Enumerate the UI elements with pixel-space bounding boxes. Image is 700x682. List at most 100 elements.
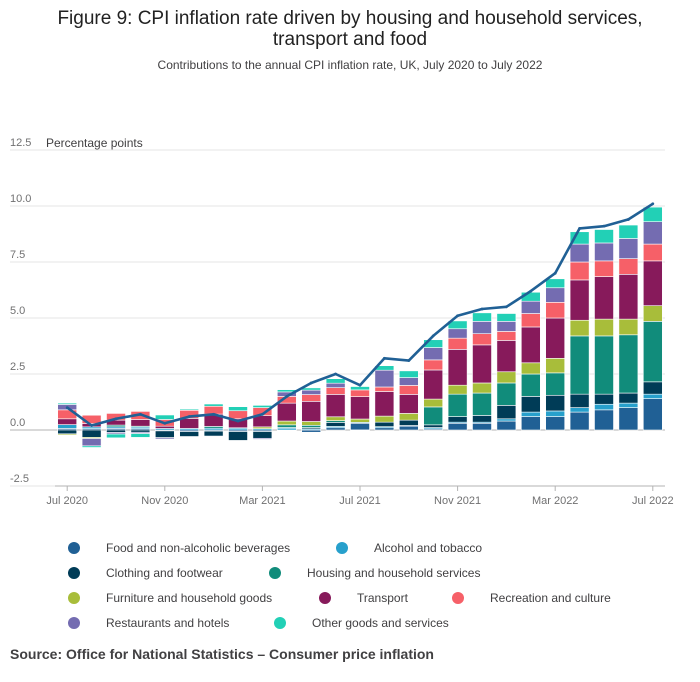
- bar-segment-transport: [472, 344, 492, 384]
- bar-segment-clothing: [252, 431, 273, 439]
- bar-segment-recreation: [228, 410, 248, 420]
- bar-segment-recreation: [642, 243, 663, 262]
- bar-segment-food: [301, 429, 322, 433]
- bar-segment-recreation: [520, 313, 541, 328]
- bar-segment-restaurants: [325, 382, 346, 388]
- cpi-point: [114, 417, 118, 421]
- bar-segment-transport: [398, 394, 419, 414]
- bar-segment-transport: [130, 419, 151, 427]
- bar-segment-furniture: [642, 305, 663, 322]
- y-tick-label: 7.5: [10, 249, 25, 261]
- bar-segment-recreation: [545, 302, 566, 319]
- bar-segment-housing: [423, 406, 444, 426]
- chart-subtitle: Contributions to the annual CPI inflatio…: [157, 58, 543, 72]
- bar-segment-restaurants: [374, 369, 395, 388]
- bar-segment-other: [472, 312, 492, 322]
- bar-segment-transport: [642, 260, 663, 306]
- bar-segment-alcohol: [57, 424, 78, 429]
- bar-segment-restaurants: [496, 321, 517, 332]
- bar-segment-transport: [301, 401, 322, 422]
- bar-segment-transport: [569, 279, 590, 321]
- bar-segment-other: [398, 370, 419, 378]
- bar-segment-food: [447, 422, 468, 431]
- bar-segment-alcohol: [618, 402, 639, 408]
- bar-segment-restaurants: [594, 242, 614, 262]
- bar-segment-housing: [447, 393, 468, 417]
- bar-segment-recreation: [472, 333, 492, 346]
- bar-segment-restaurants: [472, 321, 492, 334]
- bar-segment-clothing: [203, 430, 224, 437]
- bar-segment-furniture: [520, 362, 541, 375]
- bar-segment-recreation: [374, 386, 395, 392]
- bar-segment-housing: [594, 335, 614, 395]
- bar-segment-restaurants: [569, 243, 590, 263]
- cpi-point: [309, 381, 313, 385]
- cpi-point: [334, 372, 337, 376]
- bar-segment-food: [374, 427, 395, 431]
- bar-segment-clothing: [520, 396, 541, 413]
- bar-segment-furniture: [594, 318, 614, 337]
- bar-segment-other: [81, 445, 102, 448]
- bar-segment-alcohol: [642, 393, 663, 399]
- bar-segment-other: [350, 386, 370, 391]
- x-tick-label: Nov 2021: [434, 495, 481, 507]
- bar-segment-housing: [569, 335, 590, 395]
- bar-segment-transport: [618, 274, 639, 320]
- cpi-point: [358, 383, 362, 387]
- bar-segment-restaurants: [447, 328, 468, 339]
- bar-segment-recreation: [398, 385, 419, 395]
- x-tick-label: Nov 2020: [141, 495, 188, 507]
- bar-segment-restaurants: [154, 437, 175, 440]
- x-tick-label: Mar 2022: [532, 495, 578, 507]
- cpi-point: [212, 412, 216, 416]
- bar-segment-transport: [496, 340, 517, 373]
- bar-segment-food: [398, 425, 419, 431]
- bar-segment-clothing: [228, 431, 248, 441]
- legend-swatch-icon: [68, 617, 80, 629]
- cpi-point: [163, 421, 167, 425]
- legend-label: Alcohol and tobacco: [374, 541, 483, 555]
- bar-segment-clothing: [130, 429, 151, 433]
- cpi-point: [65, 406, 69, 409]
- bar-segment-housing: [618, 334, 639, 394]
- bar-segment-housing: [472, 392, 492, 416]
- bar-segment-recreation: [447, 337, 468, 350]
- bar-segment-furniture: [398, 413, 419, 421]
- bar-segment-clothing: [179, 431, 200, 437]
- bar-segment-furniture: [374, 415, 395, 423]
- bar-segment-furniture: [545, 358, 566, 374]
- bar-segment-restaurants: [520, 300, 541, 314]
- cpi-point: [139, 412, 142, 416]
- bar-segment-transport: [520, 326, 541, 364]
- cpi-point: [529, 289, 533, 293]
- y-tick-label: -2.5: [10, 473, 29, 485]
- bar-segment-food: [642, 398, 663, 431]
- bar-segment-transport: [594, 276, 614, 320]
- bar-segment-clothing: [154, 430, 175, 438]
- bar-segment-food: [496, 420, 517, 431]
- bar-segment-other: [130, 433, 151, 438]
- bar-segment-furniture: [472, 382, 492, 394]
- bar-segment-transport: [325, 394, 346, 418]
- x-tick-label: Jul 2020: [46, 495, 88, 507]
- bar-segment-clothing: [325, 422, 346, 427]
- cpi-point: [407, 359, 411, 362]
- bar-segment-restaurants: [545, 287, 566, 303]
- bar-segment-restaurants: [618, 238, 639, 259]
- bar-segment-food: [520, 416, 541, 431]
- x-tick-label: Jul 2021: [339, 495, 381, 507]
- bar-segment-alcohol: [594, 403, 614, 411]
- bar-segment-clothing: [81, 429, 102, 438]
- bar-segment-alcohol: [520, 411, 541, 417]
- legend-label: Housing and household services: [307, 566, 481, 580]
- y-tick-label: 5.0: [10, 305, 25, 317]
- bar-segment-food: [472, 422, 492, 431]
- bar-segment-transport: [57, 418, 78, 425]
- bar-segment-transport: [545, 317, 566, 359]
- bar-segment-other: [228, 406, 248, 412]
- bar-segment-furniture: [57, 433, 78, 436]
- bar-segment-clothing: [569, 393, 590, 408]
- cpi-point: [261, 412, 264, 416]
- legend-swatch-icon: [274, 617, 286, 629]
- chart-title: Figure 9: CPI inflation rate driven by h…: [20, 8, 680, 50]
